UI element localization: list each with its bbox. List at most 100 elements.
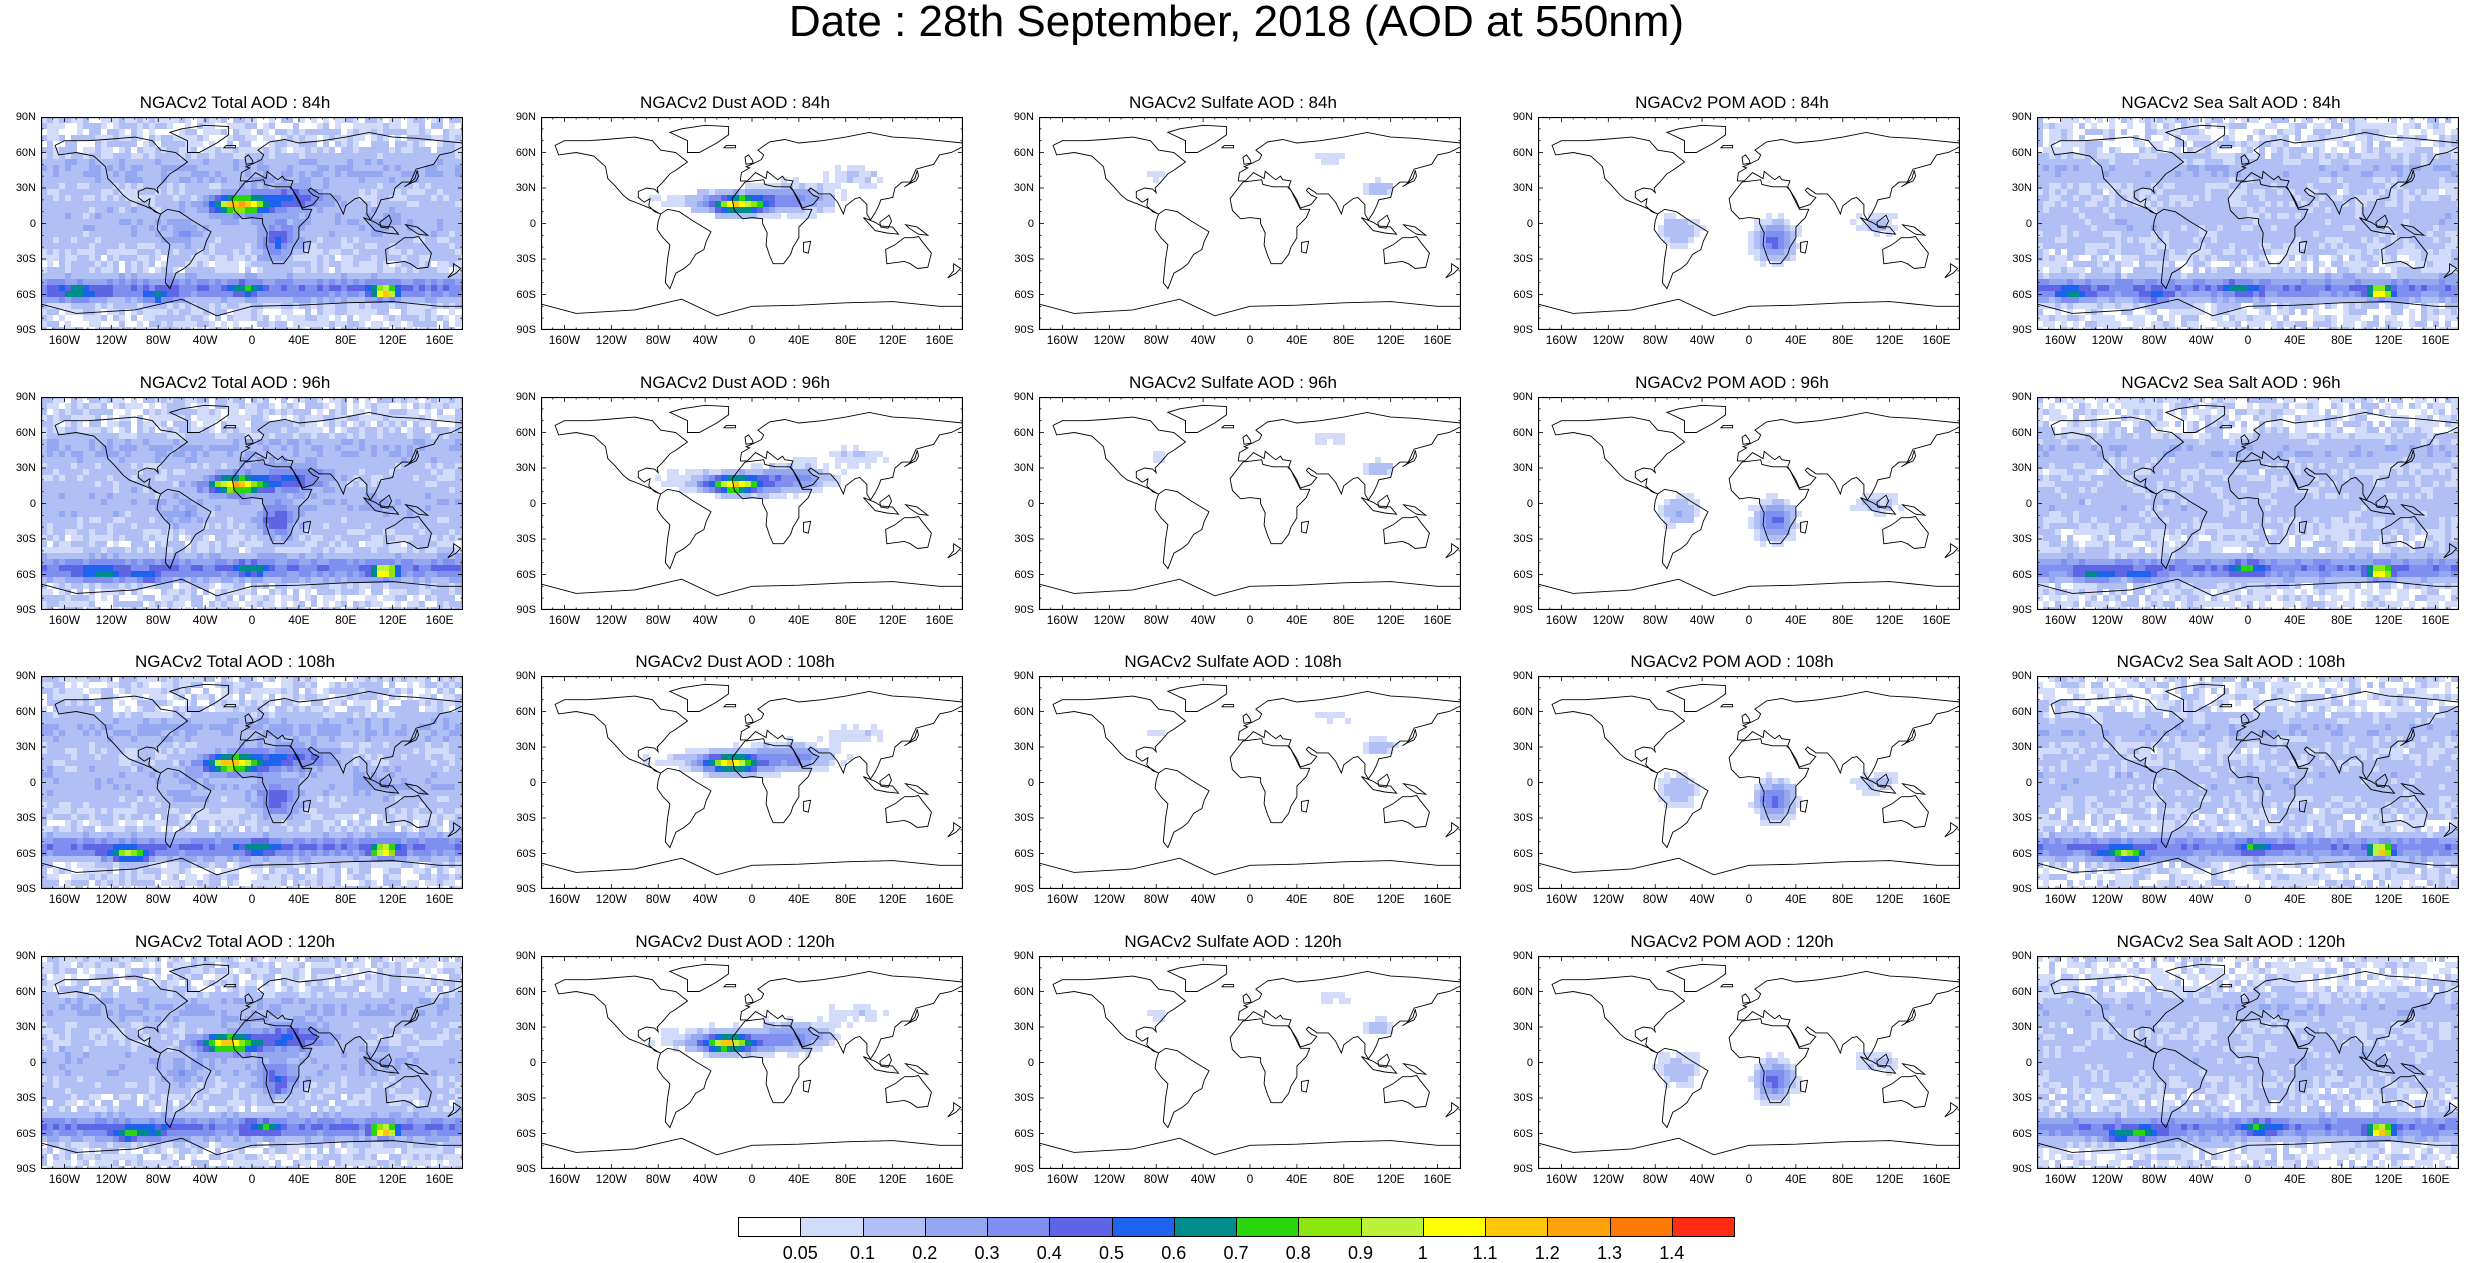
coastline-australia — [1384, 517, 1430, 549]
lon-tick-label: 120W — [1089, 893, 1129, 906]
lon-tick-label: 40W — [1183, 1173, 1223, 1186]
aod-field — [2037, 397, 2459, 610]
lon-tick-label: 120E — [2369, 1173, 2409, 1186]
lat-tick-label: 30S — [0, 1092, 36, 1104]
map-frame — [542, 118, 963, 330]
map-plot — [2037, 117, 2459, 330]
panel-title: NGACv2 Sulfate AOD : 120h — [998, 933, 1468, 953]
lat-tick-label: 90N — [998, 950, 1034, 962]
coastline-newguinea — [906, 1064, 928, 1075]
lat-tick-label: 30N — [998, 1021, 1034, 1033]
colorbar-label: 0.3 — [967, 1244, 1007, 1262]
lon-tick-label: 160E — [420, 614, 460, 627]
lon-tick-label: 120W — [2087, 614, 2127, 627]
coastline-africa — [1230, 460, 1310, 544]
lat-tick-label: 90S — [1996, 883, 2032, 895]
lat-tick-label: 90N — [500, 670, 536, 682]
coastline-eurasia — [1737, 412, 1960, 500]
panel-title: NGACv2 Total AOD : 120h — [0, 933, 470, 953]
aod-map — [1039, 676, 1461, 889]
lon-tick-label: 40E — [1277, 334, 1317, 347]
panel-title: NGACv2 Dust AOD : 96h — [500, 374, 970, 394]
lon-tick-label: 160W — [1042, 614, 1082, 627]
lat-tick-label: 60N — [1996, 427, 2032, 439]
coastline-australia — [886, 796, 932, 828]
coastline-eurasia — [1238, 691, 1461, 779]
coastline-uk — [745, 155, 753, 164]
lon-tick-label: 80E — [326, 334, 366, 347]
lon-tick-label: 160E — [2416, 334, 2456, 347]
map-plot — [41, 956, 463, 1169]
lon-tick-label: 120E — [1870, 1173, 1910, 1186]
coastline-australia — [1384, 1076, 1430, 1108]
lat-tick-label: 90S — [500, 324, 536, 336]
coastline-africa — [1230, 180, 1310, 264]
lon-tick-label: 0 — [1230, 893, 1270, 906]
coastline-iceland — [1222, 984, 1234, 986]
coastline-australia — [1384, 237, 1430, 269]
lat-tick-label: 90N — [1497, 111, 1533, 123]
coastline-samerica — [1155, 768, 1209, 847]
lat-tick-label: 0 — [500, 218, 536, 230]
lat-tick-label: 30N — [1996, 741, 2032, 753]
lon-tick-label: 80W — [1136, 614, 1176, 627]
coastline-australia — [1384, 796, 1430, 828]
coastline-newguinea — [1404, 225, 1426, 236]
lat-tick-label: 90S — [998, 604, 1034, 616]
lat-tick-label: 90S — [998, 324, 1034, 336]
lat-tick-label: 30S — [1996, 253, 2032, 265]
lat-tick-label: 30N — [500, 182, 536, 194]
colorbar-swatch — [1174, 1217, 1237, 1237]
lat-tick-label: 30S — [1497, 533, 1533, 545]
lon-tick-label: 40W — [685, 893, 725, 906]
aod-field — [1153, 433, 1393, 475]
lon-tick-label: 80E — [826, 614, 866, 627]
lon-tick-label: 0 — [732, 893, 772, 906]
lon-tick-label: 80E — [326, 893, 366, 906]
lat-tick-label: 0 — [0, 777, 36, 789]
lon-tick-label: 120E — [873, 614, 913, 627]
lon-tick-label: 80W — [638, 893, 678, 906]
lon-tick-label: 120E — [373, 1173, 413, 1186]
lon-tick-label: 40E — [779, 614, 819, 627]
lon-tick-label: 80W — [138, 1173, 178, 1186]
panel-title: NGACv2 Total AOD : 84h — [0, 94, 470, 114]
panel-title: NGACv2 Sulfate AOD : 96h — [998, 374, 1468, 394]
coastline-iceland — [1222, 704, 1234, 706]
coastline-namerica — [1053, 696, 1185, 773]
coastline-samerica — [1155, 209, 1209, 288]
lat-tick-label: 60N — [500, 986, 536, 998]
colorbar-swatch — [1672, 1217, 1735, 1237]
lat-tick-label: 0 — [0, 1057, 36, 1069]
coastline-greenland — [1168, 964, 1227, 991]
lon-tick-label: 160W — [1042, 1173, 1082, 1186]
lat-tick-label: 0 — [0, 498, 36, 510]
lat-tick-label: 90S — [1497, 324, 1533, 336]
lon-tick-label: 160E — [920, 893, 960, 906]
lon-tick-label: 120E — [1371, 614, 1411, 627]
lon-tick-label: 40W — [1682, 614, 1722, 627]
map-frame — [1040, 118, 1461, 330]
coastline-iceland — [1721, 145, 1733, 147]
lon-tick-label: 80E — [1324, 1173, 1364, 1186]
lat-tick-label: 30S — [0, 533, 36, 545]
lon-tick-label: 120E — [2369, 334, 2409, 347]
lat-tick-label: 90N — [500, 950, 536, 962]
aod-map — [541, 676, 963, 889]
lon-tick-label: 40E — [779, 1173, 819, 1186]
aod-field — [643, 724, 883, 778]
lon-tick-label: 80E — [1324, 614, 1364, 627]
panel-title: NGACv2 POM AOD : 120h — [1497, 933, 1967, 953]
lat-tick-label: 90N — [1996, 670, 2032, 682]
lat-tick-label: 30S — [1996, 533, 2032, 545]
page-title: Date : 28th September, 2018 (AOD at 550n… — [0, 0, 2473, 50]
colorbar-label: 1.1 — [1465, 1244, 1505, 1262]
aod-map — [1039, 956, 1461, 1169]
aod-field — [41, 117, 463, 330]
coastline-newguinea — [1404, 505, 1426, 516]
lon-tick-label: 160W — [544, 893, 584, 906]
